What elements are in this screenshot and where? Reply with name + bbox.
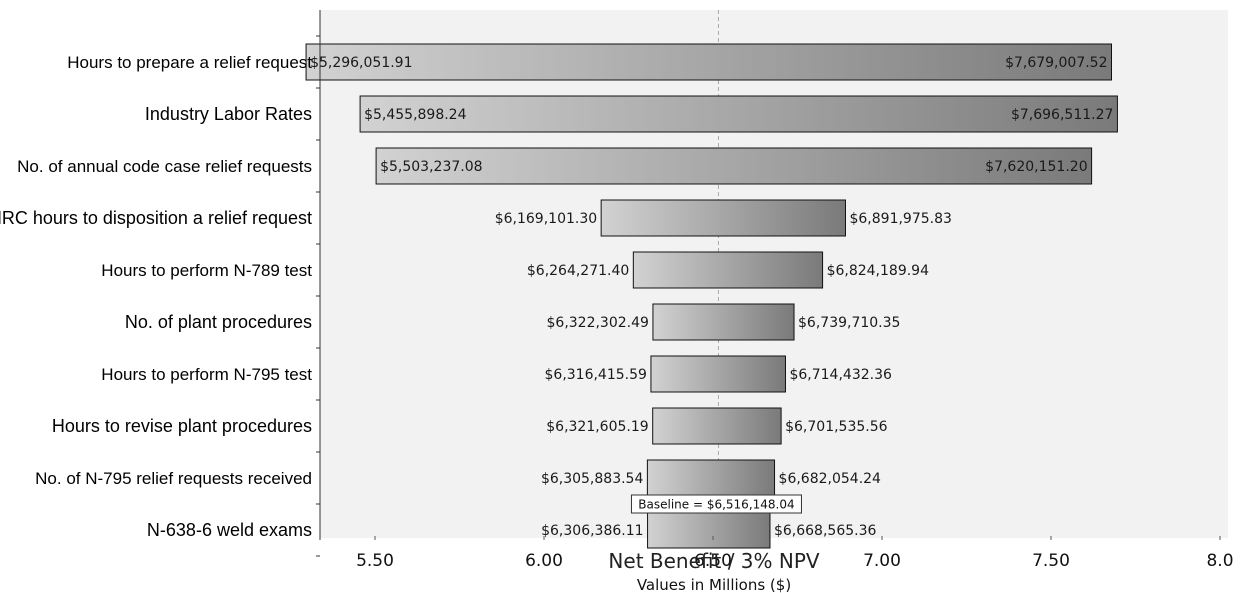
x-axis-title: Net Benefit / 3% NPV bbox=[608, 549, 819, 573]
tornado-bar bbox=[650, 355, 786, 393]
high-value-label: $6,891,975.83 bbox=[849, 211, 951, 227]
high-value-label: $7,620,151.20 bbox=[985, 159, 1087, 175]
category-label: Industry Labor Rates bbox=[145, 104, 312, 124]
category-label: Hours to revise plant procedures bbox=[52, 416, 312, 436]
category-label: No. of plant procedures bbox=[125, 312, 312, 332]
category-label: N-638-6 weld exams bbox=[147, 520, 312, 540]
x-tick-label: 8.0 bbox=[1206, 551, 1233, 571]
tornado-bar bbox=[652, 303, 795, 341]
high-value-label: $7,696,511.27 bbox=[1011, 107, 1113, 123]
x-tick-label: 5.50 bbox=[356, 551, 394, 571]
high-value-label: $6,714,432.36 bbox=[789, 367, 892, 383]
low-value-label: $6,321,605.19 bbox=[546, 419, 648, 435]
x-tick-label: 7.50 bbox=[1032, 551, 1070, 571]
category-label: Hours to prepare a relief request bbox=[67, 53, 312, 72]
low-value-label: $6,264,271.40 bbox=[527, 263, 629, 279]
tornado-bar bbox=[359, 95, 1118, 133]
high-value-label: $6,824,189.94 bbox=[827, 263, 930, 279]
low-value-label: $5,296,051.91 bbox=[310, 55, 412, 71]
low-value-label: $6,316,415.59 bbox=[545, 367, 647, 383]
tornado-bar bbox=[600, 199, 846, 237]
tornado-bar bbox=[375, 147, 1093, 185]
low-value-label: $6,306,386.11 bbox=[541, 523, 643, 539]
category-label: No. of annual code case relief requests bbox=[17, 157, 312, 176]
category-label: NRC hours to disposition a relief reques… bbox=[0, 208, 312, 228]
high-value-label: $6,682,054.24 bbox=[779, 471, 882, 487]
low-value-label: $5,455,898.24 bbox=[364, 107, 467, 123]
category-label: Hours to perform N-789 test bbox=[101, 261, 312, 280]
tornado-bar bbox=[647, 511, 771, 549]
high-value-label: $6,739,710.35 bbox=[798, 315, 900, 331]
high-value-label: $6,668,565.36 bbox=[774, 523, 877, 539]
x-tick-label: 7.00 bbox=[863, 551, 901, 571]
baseline-label-box bbox=[630, 494, 802, 514]
x-tick-label: 6.50 bbox=[694, 551, 732, 571]
high-value-label: $6,701,535.56 bbox=[785, 419, 888, 435]
tornado-bar bbox=[646, 459, 776, 497]
baseline-label: Baseline = $6,516,148.04 bbox=[638, 498, 794, 512]
category-label: No. of N-795 relief requests received bbox=[35, 469, 312, 488]
high-value-label: $7,679,007.52 bbox=[1005, 55, 1107, 71]
low-value-label: $6,305,883.54 bbox=[541, 471, 644, 487]
x-tick-label: 6.00 bbox=[525, 551, 563, 571]
category-label: Hours to perform N-795 test bbox=[101, 365, 312, 384]
tornado-bar bbox=[632, 251, 824, 289]
tornado-bar bbox=[305, 43, 1113, 81]
low-value-label: $6,169,101.30 bbox=[495, 211, 597, 227]
low-value-label: $6,322,302.49 bbox=[547, 315, 649, 331]
tornado-bar bbox=[652, 407, 782, 445]
low-value-label: $5,503,237.08 bbox=[380, 159, 482, 175]
x-axis-subtitle: Values in Millions ($) bbox=[637, 576, 791, 593]
